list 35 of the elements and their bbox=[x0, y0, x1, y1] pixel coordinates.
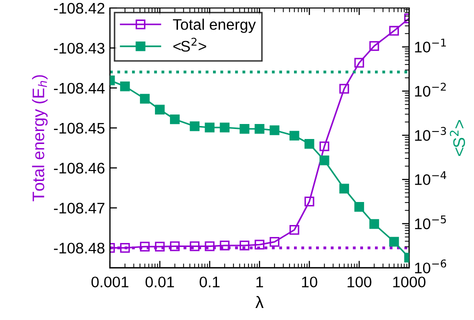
y-tick-label: 10$^{−3}$ bbox=[415, 126, 446, 141]
y-tick-label: 10$^{−1}$ bbox=[415, 38, 446, 52]
point bbox=[369, 219, 380, 229]
point bbox=[354, 202, 364, 212]
point bbox=[320, 156, 330, 166]
x-tick-label: 1000 bbox=[393, 276, 426, 288]
legend-label: Total energy bbox=[172, 18, 256, 33]
y-axis-title: <S$^{2}$> bbox=[450, 120, 466, 156]
x-tick-label: 0.01 bbox=[146, 276, 174, 288]
point bbox=[154, 104, 165, 115]
y2-axis-title: Total energy (E$_{h}$) bbox=[32, 75, 48, 202]
point bbox=[304, 138, 314, 149]
x-axis-title: λ bbox=[255, 296, 264, 308]
x-tick-label: 10 bbox=[302, 276, 318, 288]
legend-label: <S$^{2}$> bbox=[173, 38, 206, 52]
y2-tick-label: -108.42 bbox=[54, 2, 104, 14]
y-tick-label: 10$^{−4}$ bbox=[415, 171, 446, 186]
point bbox=[190, 121, 200, 132]
point bbox=[254, 124, 264, 134]
x-tick-label: 0.1 bbox=[200, 276, 220, 288]
y2-tick-label: -108.44 bbox=[54, 82, 105, 94]
y2-tick-label: -108.47 bbox=[54, 202, 104, 214]
point bbox=[240, 124, 250, 134]
y2-tick-label: -108.45 bbox=[54, 122, 104, 134]
y-tick-label: 10$^{−2}$ bbox=[415, 82, 446, 97]
y2-tick-label: -108.46 bbox=[54, 162, 104, 174]
y-tick-label: 10$^{−5}$ bbox=[415, 215, 446, 230]
y2-tick-label: -108.48 bbox=[54, 242, 104, 254]
y-tick-label: 10$^{−6}$ bbox=[415, 259, 446, 274]
point bbox=[140, 94, 150, 104]
point bbox=[204, 122, 215, 132]
x-tick-label: 1 bbox=[256, 276, 264, 288]
x-tick-label: 100 bbox=[348, 276, 372, 288]
x-tick-label: 0.001 bbox=[91, 276, 128, 288]
y2-tick-label: -108.43 bbox=[54, 42, 104, 54]
